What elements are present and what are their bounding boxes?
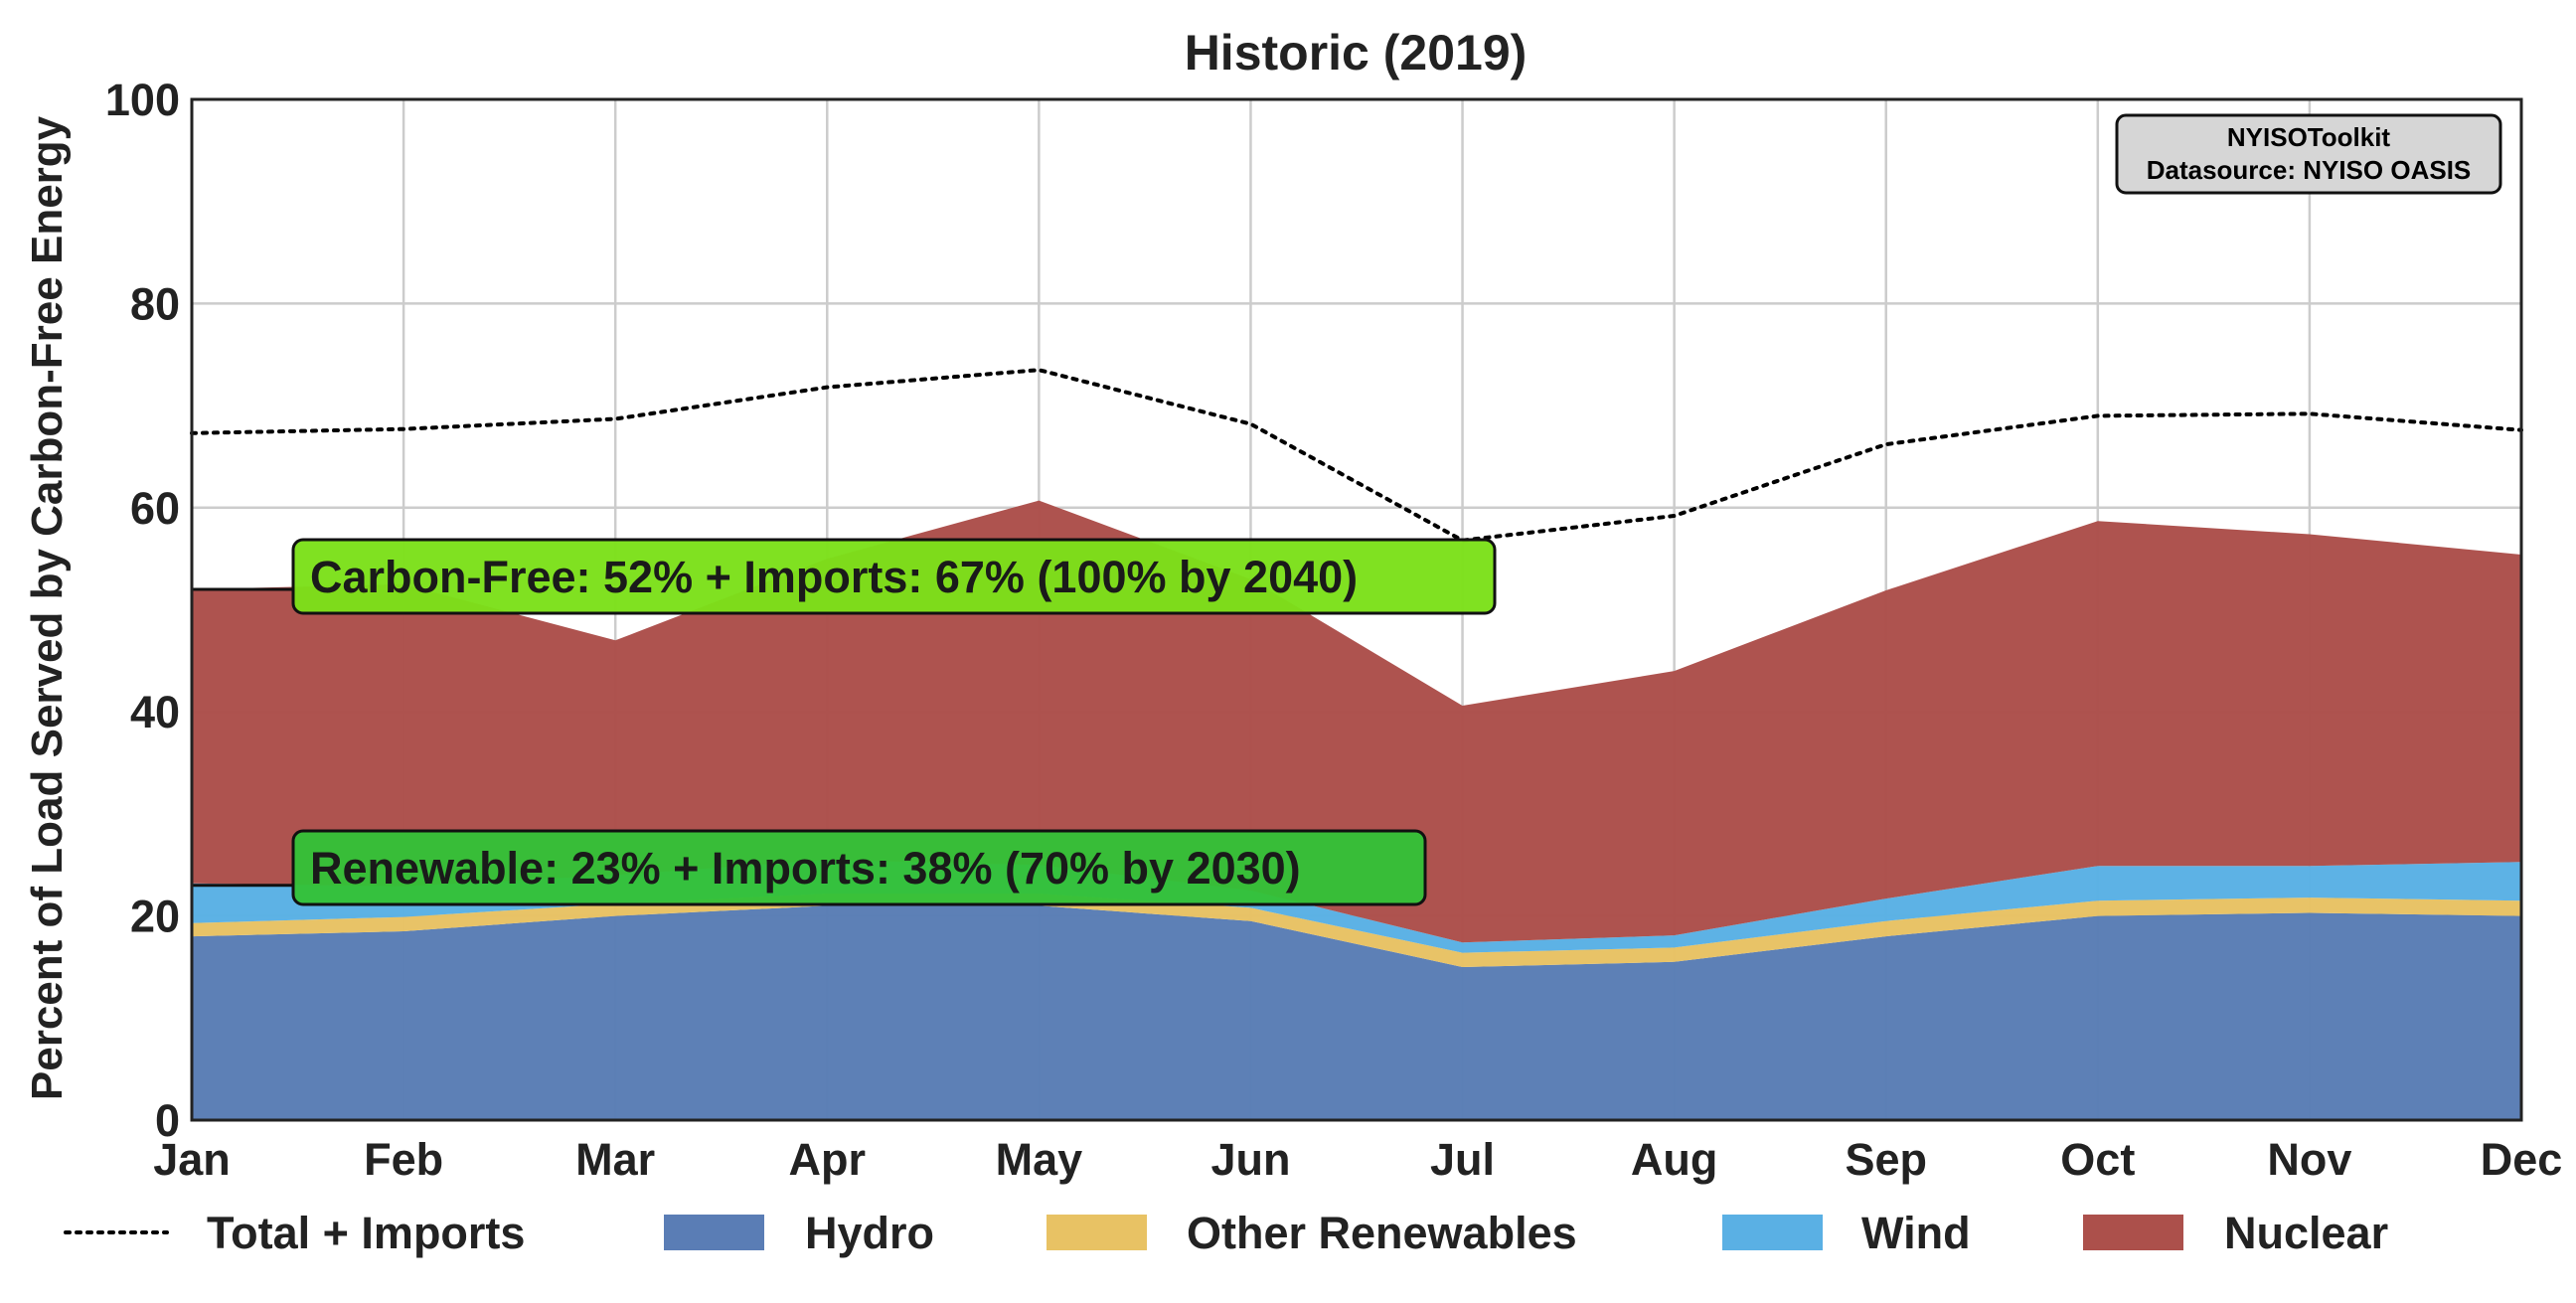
line-layers — [190, 368, 2523, 543]
legend-swatch-wind — [1722, 1215, 1823, 1250]
legend: Total + Imports Hydro Other Renewables Wind… — [64, 1208, 2388, 1258]
y-tick-label: 80 — [130, 278, 180, 329]
y-tick-label: 0 — [155, 1095, 180, 1146]
annotation-box — [291, 538, 1497, 615]
legend-swatch-nuclear — [2083, 1215, 2183, 1250]
y-tick-labels: 0 20 40 60 80 100 — [105, 75, 180, 1146]
x-tick-label: Jun — [1210, 1134, 1290, 1185]
legend-label: Hydro — [805, 1208, 934, 1258]
y-tick-label: 20 — [130, 892, 180, 942]
x-tick-label: May — [996, 1134, 1083, 1185]
infobox-line1: NYISOToolkit — [2227, 122, 2391, 152]
x-tick-label: Oct — [2060, 1134, 2135, 1185]
datasource-box: NYISOToolkit Datasource: NYISO OASIS — [2115, 113, 2502, 195]
plot-frame — [190, 97, 2523, 1122]
x-tick-label: Apr — [789, 1134, 867, 1185]
legend-label: Wind — [1861, 1208, 1971, 1258]
legend-swatch-other-renewables — [1046, 1215, 1147, 1250]
legend-swatch-hydro — [664, 1215, 764, 1250]
line-total-imports — [190, 368, 2523, 543]
annotation-text: Renewable: 23% + Imports: 38% (70% by 20… — [310, 843, 1301, 894]
annotation-text: Carbon-Free: 52% + Imports: 67% (100% by… — [310, 552, 1358, 602]
x-tick-label: Jul — [1430, 1134, 1495, 1185]
annotations: Carbon-Free: 52% + Imports: 67% (100% by… — [192, 538, 1497, 906]
x-tick-label: Dec — [2481, 1134, 2563, 1185]
y-tick-label: 60 — [130, 483, 180, 534]
x-tick-label: Aug — [1631, 1134, 1717, 1185]
legend-label: Other Renewables — [1187, 1208, 1577, 1258]
x-tick-label: Feb — [364, 1134, 443, 1185]
y-axis-label: Percent of Load Served by Carbon-Free En… — [23, 115, 72, 1100]
x-tick-label: Sep — [1845, 1134, 1927, 1185]
legend-label: Nuclear — [2224, 1208, 2388, 1258]
x-tick-label: Mar — [575, 1134, 655, 1185]
chart-title: Historic (2019) — [1185, 25, 1528, 81]
x-tick-label: Jan — [153, 1134, 231, 1185]
legend-label: Total + Imports — [207, 1208, 525, 1258]
y-tick-label: 100 — [105, 75, 180, 125]
infobox-line2: Datasource: NYISO OASIS — [2147, 155, 2472, 185]
area-hydro — [192, 905, 2521, 1120]
x-tick-label: Nov — [2267, 1134, 2351, 1185]
x-tick-labels: Jan Feb Mar Apr May Jun Jul Aug Sep Oct Nov Dec — [153, 1134, 2562, 1185]
y-tick-label: 40 — [130, 687, 180, 737]
annotation-box — [291, 829, 1427, 906]
